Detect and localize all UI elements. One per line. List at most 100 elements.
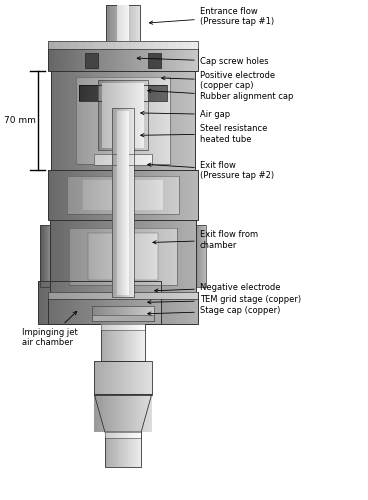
Bar bbox=[74, 282, 78, 324]
Bar bbox=[133, 108, 134, 298]
Bar bbox=[139, 228, 142, 285]
Bar bbox=[142, 324, 144, 360]
Bar bbox=[141, 86, 143, 102]
Bar bbox=[104, 170, 109, 220]
Bar bbox=[172, 292, 176, 324]
Bar bbox=[134, 154, 136, 165]
Bar bbox=[68, 220, 72, 292]
Bar bbox=[117, 176, 120, 214]
Bar bbox=[71, 292, 75, 300]
Bar bbox=[148, 232, 149, 280]
Bar bbox=[146, 394, 148, 432]
Bar bbox=[130, 432, 131, 438]
Bar bbox=[93, 292, 97, 300]
Bar bbox=[38, 282, 160, 324]
Bar bbox=[88, 86, 91, 102]
Bar bbox=[73, 176, 76, 214]
Bar bbox=[191, 292, 195, 324]
Bar bbox=[138, 4, 139, 41]
Bar bbox=[113, 108, 114, 298]
Bar bbox=[69, 72, 73, 170]
Bar bbox=[56, 40, 64, 48]
Text: Negative electrode: Negative electrode bbox=[155, 283, 280, 292]
Bar bbox=[132, 432, 133, 467]
Bar bbox=[127, 108, 128, 298]
Bar bbox=[129, 394, 130, 432]
Bar bbox=[106, 324, 107, 360]
Bar bbox=[78, 292, 82, 324]
Bar bbox=[111, 78, 114, 164]
Bar bbox=[105, 83, 106, 148]
Bar bbox=[83, 180, 85, 210]
Bar bbox=[109, 394, 110, 432]
Bar bbox=[40, 225, 50, 288]
Bar bbox=[129, 80, 131, 150]
Bar bbox=[102, 83, 103, 148]
Bar bbox=[118, 306, 120, 321]
Bar bbox=[139, 324, 141, 360]
Bar bbox=[113, 80, 114, 150]
Bar bbox=[78, 282, 81, 324]
Bar bbox=[142, 306, 144, 321]
Bar bbox=[114, 282, 118, 324]
Bar bbox=[74, 170, 78, 220]
Bar bbox=[183, 40, 187, 72]
Bar bbox=[110, 86, 112, 102]
Bar bbox=[122, 83, 123, 148]
Bar bbox=[108, 292, 112, 324]
Bar bbox=[176, 176, 179, 214]
Bar bbox=[119, 154, 120, 165]
Bar bbox=[118, 78, 121, 164]
Bar bbox=[145, 154, 146, 165]
Bar bbox=[101, 86, 104, 102]
Bar bbox=[88, 232, 90, 280]
Bar bbox=[106, 324, 107, 330]
Bar bbox=[160, 170, 164, 220]
Bar bbox=[134, 4, 135, 41]
Bar bbox=[133, 154, 135, 165]
Bar bbox=[106, 176, 109, 214]
Bar bbox=[115, 432, 116, 438]
Bar bbox=[117, 180, 119, 210]
Bar bbox=[117, 108, 118, 298]
Bar bbox=[111, 180, 113, 210]
Bar bbox=[119, 360, 120, 394]
Bar bbox=[169, 228, 172, 285]
Bar bbox=[119, 4, 120, 41]
Bar bbox=[112, 432, 113, 467]
Bar bbox=[114, 324, 116, 360]
Bar bbox=[67, 292, 71, 324]
Bar bbox=[101, 324, 103, 360]
Bar bbox=[130, 432, 131, 467]
Bar bbox=[91, 72, 95, 170]
Bar bbox=[106, 86, 108, 102]
Bar bbox=[142, 282, 145, 324]
Bar bbox=[93, 228, 96, 285]
Bar bbox=[134, 360, 136, 394]
Bar bbox=[94, 154, 152, 165]
Bar bbox=[61, 220, 65, 292]
Bar bbox=[123, 292, 127, 324]
Bar bbox=[67, 170, 71, 220]
Bar bbox=[128, 324, 130, 360]
Bar bbox=[94, 394, 96, 432]
Bar bbox=[134, 232, 135, 280]
Bar bbox=[109, 324, 110, 330]
Bar bbox=[156, 232, 158, 280]
Bar bbox=[131, 306, 132, 321]
Bar bbox=[116, 108, 117, 298]
Bar bbox=[114, 4, 115, 41]
Bar bbox=[89, 170, 93, 220]
Bar bbox=[75, 176, 79, 214]
Bar bbox=[183, 292, 187, 324]
Bar bbox=[93, 170, 97, 220]
Bar bbox=[109, 432, 110, 438]
Bar bbox=[127, 72, 131, 170]
Bar bbox=[131, 324, 132, 360]
Bar bbox=[96, 154, 98, 165]
Bar bbox=[112, 220, 116, 292]
Bar bbox=[126, 83, 127, 148]
Bar bbox=[134, 228, 137, 285]
Bar bbox=[114, 432, 115, 467]
Bar bbox=[145, 292, 150, 324]
